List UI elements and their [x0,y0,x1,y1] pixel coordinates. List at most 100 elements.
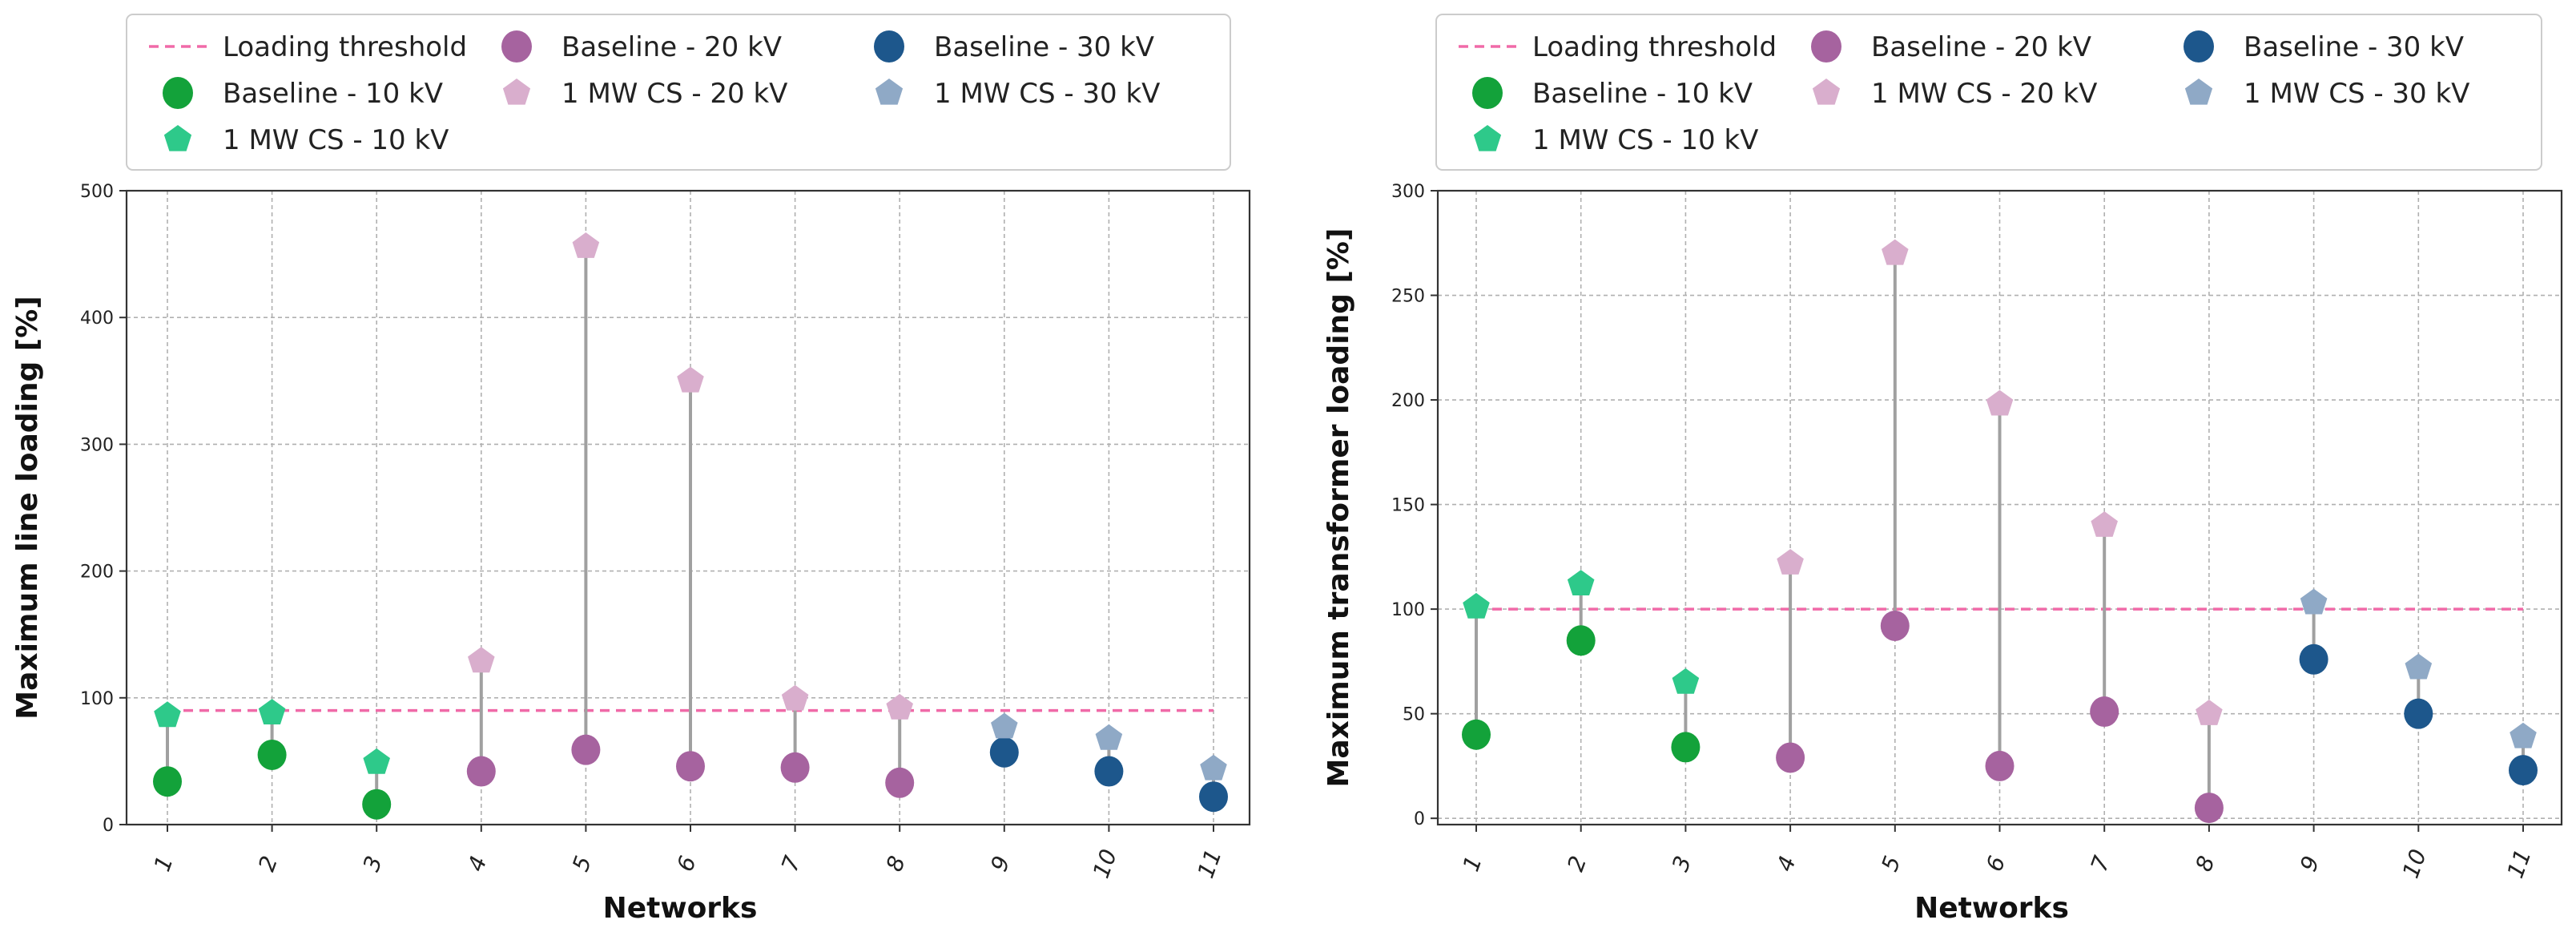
marker-baseline-10-kv [153,766,182,797]
marker-baseline-20-kv [571,734,601,765]
y-tick-label: 100 [1391,600,1425,620]
legend-item: Baseline - 30 kV [874,30,1154,63]
chart-2: 0 50 100 150 200 250 300 1 2 3 4 5 6 7 8 9 10 11 Maximum t… [1322,14,2563,925]
marker-baseline-20-kv [780,752,810,783]
marker-1-mw-cs-20-kv [677,366,704,393]
x-tick-label: 9 [985,853,1015,875]
legend-swatch [1811,30,1841,63]
x-tick-label: 10 [2397,845,2432,881]
x-tick-label: 3 [358,853,388,875]
marker-1-mw-cs-20-kv [1986,389,2014,416]
x-tick-label: 6 [672,853,702,875]
y-tick-label: 400 [80,309,114,329]
marker-baseline-20-kv [466,756,496,787]
legend-item: 1 MW CS - 30 kV [2184,78,2469,110]
marker-baseline-30-kv [2299,643,2328,675]
x-tick-label: 9 [2295,853,2324,875]
y-tick-label: 100 [80,689,114,709]
legend-item: Loading threshold [149,31,467,63]
marker-1-mw-cs-20-kv [781,684,809,711]
legend-label: Baseline - 30 kV [934,31,1154,63]
legend-item: Baseline - 10 kV [1472,77,1753,110]
x-tick-label: 8 [881,853,911,875]
legend-swatch [1472,77,1503,109]
legend-swatch [163,77,193,109]
marker-1-mw-cs-30-kv [1095,724,1123,750]
legend-label: 1 MW CS - 20 kV [561,78,787,110]
x-tick-label: 4 [462,853,492,875]
marker-1-mw-cs-20-kv [886,693,913,720]
marker-1-mw-cs-20-kv [572,232,600,258]
legend-swatch [501,30,532,63]
x-tick-label: 1 [1458,853,1487,875]
legend-swatch [2184,79,2213,105]
legend-item: Baseline - 10 kV [163,77,443,110]
y-axis-label: Maximum transformer loading [%] [1322,228,1355,788]
legend-label: 1 MW CS - 20 kV [1871,78,2097,110]
legend-item: Baseline - 30 kV [2184,30,2464,63]
marker-baseline-30-kv [989,736,1019,768]
marker-1-mw-cs-30-kv [991,712,1018,739]
x-tick-label: 10 [1088,845,1122,881]
x-tick-label: 3 [1667,853,1697,875]
legend-item: Baseline - 20 kV [1811,30,2091,63]
legend-item: 1 MW CS - 30 kV [875,78,1160,110]
plot-frame [125,189,1251,826]
marker-1-mw-cs-30-kv [2300,588,2328,615]
legend-label: Baseline - 20 kV [1871,31,2091,63]
legend-label: Loading threshold [223,31,467,63]
marker-baseline-10-kv [1566,625,1596,656]
legend-swatch [502,79,531,105]
x-axis-label: Networks [603,892,758,925]
marker-baseline-10-kv [362,789,392,820]
marker-1-mw-cs-10-kv [1463,592,1490,619]
marker-baseline-30-kv [2509,755,2538,786]
y-tick-label: 150 [1391,496,1425,516]
marker-baseline-30-kv [1199,781,1228,813]
marker-baseline-20-kv [1776,742,1805,773]
x-tick-label: 5 [567,853,597,875]
marker-baseline-30-kv [1094,756,1124,787]
marker-baseline-20-kv [1985,750,2015,781]
y-tick-label: 200 [80,563,114,583]
legend-label: 1 MW CS - 10 kV [1532,124,1758,156]
legend-swatch [1473,125,1502,151]
legend-label: 1 MW CS - 30 kV [934,78,1160,110]
marker-1-mw-cs-10-kv [258,699,286,724]
x-tick-label: 4 [1772,853,1801,875]
legend: Loading threshold Baseline - 10 kV 1 MW CS… [1435,14,2542,171]
y-tick-label: 300 [80,435,114,455]
x-tick-label: 11 [2502,845,2536,881]
legend-label: 1 MW CS - 30 kV [2244,78,2469,110]
marker-1-mw-cs-30-kv [1200,754,1227,781]
x-tick-label: 11 [1192,845,1226,881]
legend-item: 1 MW CS - 20 kV [502,78,787,110]
marker-1-mw-cs-20-kv [2091,511,2118,537]
y-tick-label: 0 [103,816,114,836]
legend-item: Loading threshold [1459,31,1777,63]
y-tick-label: 200 [1391,391,1425,411]
marker-baseline-10-kv [1462,719,1491,750]
legend-item: 1 MW CS - 10 kV [163,124,449,156]
marker-baseline-20-kv [1880,610,1910,641]
legend: Loading threshold Baseline - 10 kV 1 MW CS… [126,14,1231,171]
marker-baseline-20-kv [2090,696,2119,728]
x-tick-label: 7 [2086,853,2115,875]
x-tick-label: 2 [1562,853,1592,875]
y-tick-label: 500 [80,182,114,202]
legend-swatch [163,125,192,151]
marker-1-mw-cs-10-kv [363,748,390,774]
y-axis-label: Maximum line loading [%] [11,296,44,720]
marker-1-mw-cs-10-kv [154,701,181,728]
y-tick-label: 300 [1391,182,1425,202]
legend-item: Baseline - 20 kV [501,30,782,63]
marker-1-mw-cs-10-kv [1567,570,1595,595]
legend-label: Baseline - 30 kV [2244,31,2464,63]
y-tick-label: 50 [1403,705,1425,725]
legend-item: 1 MW CS - 10 kV [1473,124,1758,156]
x-tick-label: 8 [2190,853,2220,875]
marker-1-mw-cs-20-kv [1777,549,1804,575]
marker-1-mw-cs-30-kv [2510,722,2537,748]
